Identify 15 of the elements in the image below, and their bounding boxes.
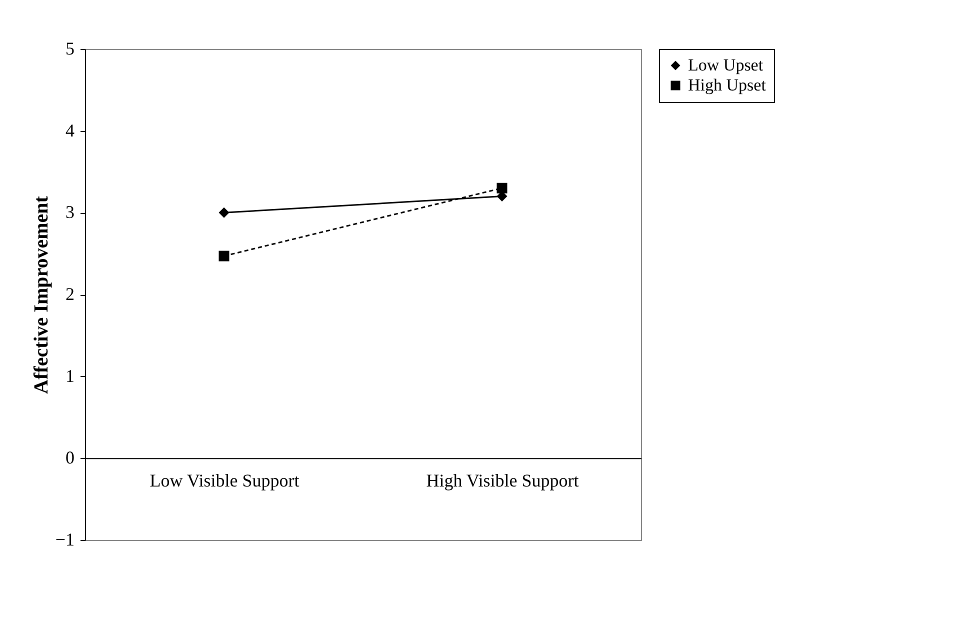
point (496, 182, 508, 194)
point (218, 250, 230, 262)
y-tick-label: 2 (66, 284, 74, 304)
y-tick-label: 4 (66, 120, 74, 140)
x-tick-label: High Visible Support (426, 470, 579, 491)
y-tick-label: 5 (66, 38, 74, 58)
y-tick-label: 1 (66, 366, 74, 386)
y-tick-label: −1 (55, 530, 74, 550)
y-tick-label: 0 (66, 448, 74, 468)
legend-label: High Upset (688, 76, 766, 94)
x-tick-label: Low Visible Support (150, 470, 300, 491)
y-axis-title: Affective Improvement (30, 196, 52, 394)
legend-label: Low Upset (688, 56, 764, 74)
point (218, 207, 230, 218)
y-tick-label: 3 (66, 202, 74, 222)
